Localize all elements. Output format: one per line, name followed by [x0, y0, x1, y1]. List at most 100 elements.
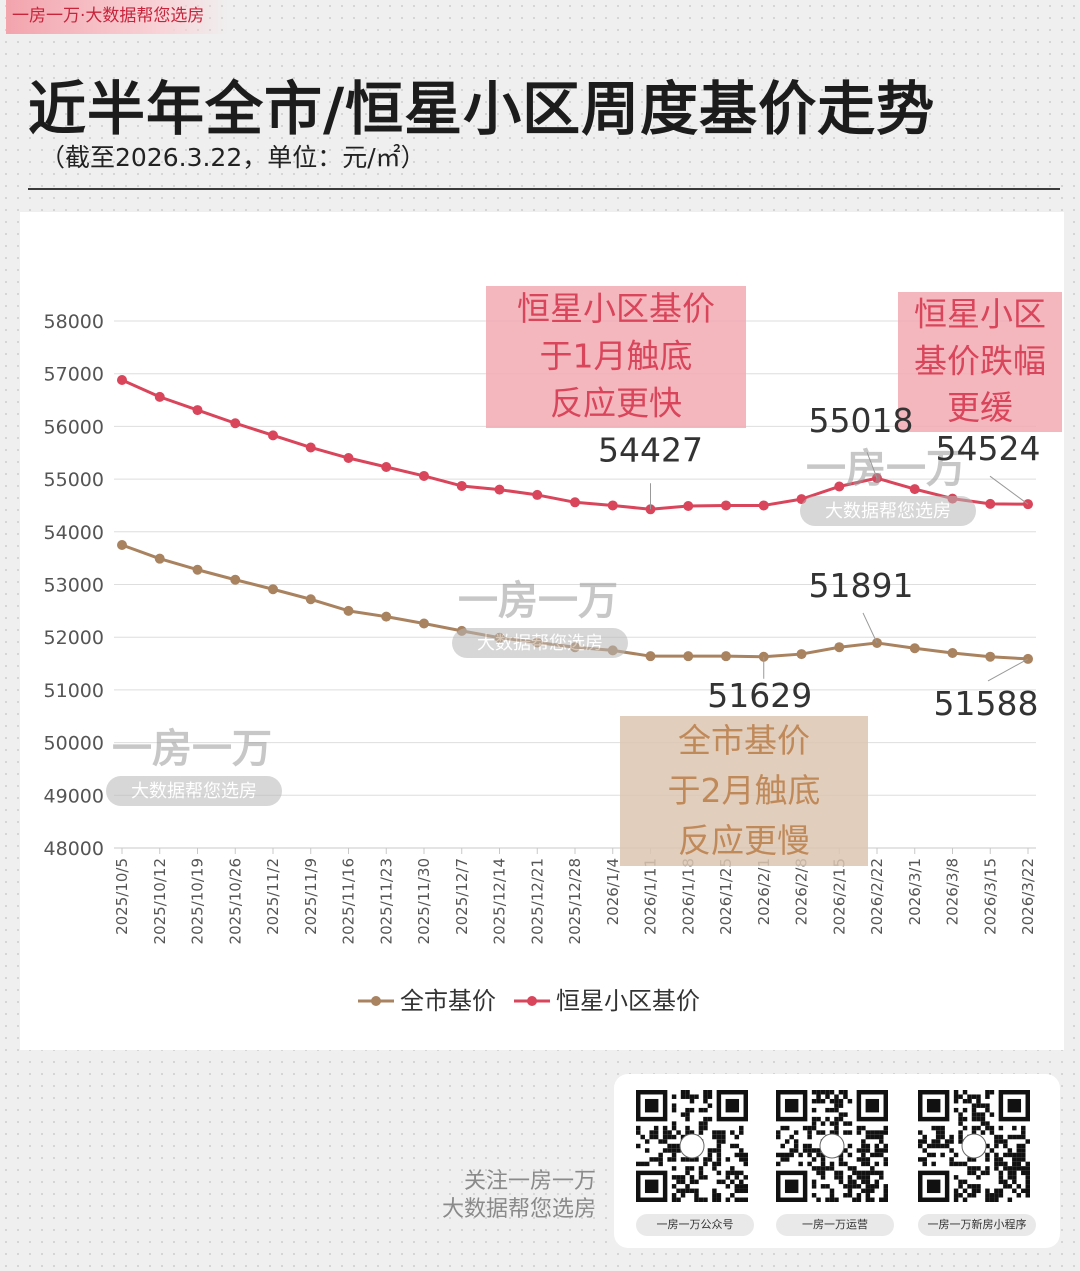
watermark-brand: 一房一万 [806, 446, 966, 492]
data-point [192, 564, 203, 575]
x-axis-ticks: 2025/10/5 2025/10/12 2025/10/19 2025/10/26 2… [113, 848, 1037, 944]
annotation-background [898, 292, 1062, 432]
data-point [419, 470, 429, 481]
watermark-pill [800, 496, 976, 526]
data-label: 54427 [598, 430, 703, 469]
x-tick-label: 2026/2/1 [755, 858, 773, 925]
data-point [834, 481, 845, 492]
y-tick-label: 49000 [44, 785, 104, 807]
data-point [117, 539, 127, 550]
data-point [381, 611, 392, 622]
annotation-text: 恒星小区基价 [517, 289, 715, 328]
qr-official-account[interactable]: 一房一万公众号 [636, 1090, 754, 1236]
data-label: 55018 [809, 401, 914, 440]
x-tick-label: 2025/12/21 [528, 858, 546, 944]
annotation-text: 基价跌幅 [914, 341, 1046, 380]
y-tick-label: 54000 [44, 522, 104, 544]
data-label: 51588 [934, 684, 1039, 723]
x-tick-label: 2025/11/9 [302, 858, 320, 935]
data-point [268, 584, 278, 595]
data-point [872, 637, 882, 648]
data-point [305, 442, 316, 453]
x-tick-label: 2025/11/2 [264, 858, 282, 935]
line-chart: 48000 49000 50000 51000 52000 53000 54000 55000… [44, 286, 1062, 1015]
x-tick-label: 2026/3/22 [1019, 858, 1037, 935]
annotation-text: 更缓 [947, 388, 1013, 427]
annotation-text: 于2月触底 [668, 771, 821, 810]
qr-caption: 一房一万新房小程序 [918, 1214, 1036, 1236]
data-point [419, 618, 429, 629]
legend-marker [527, 996, 537, 1006]
data-point [909, 484, 920, 495]
data-point [796, 649, 807, 660]
qr-code-icon [636, 1090, 748, 1202]
x-tick-label: 2025/11/16 [340, 858, 358, 944]
legend-label: 全市基价 [400, 987, 496, 1015]
watermark-pill [106, 776, 282, 806]
watermark-brand: 一房一万 [458, 578, 618, 624]
legend: 全市基价 恒星小区基价 [358, 987, 700, 1015]
follow-line-2: 大数据帮您选房 [441, 1197, 596, 1222]
data-point [154, 391, 165, 402]
data-point [758, 500, 769, 511]
data-point [683, 500, 694, 511]
x-tick-label: 2025/11/30 [415, 858, 433, 944]
data-point [117, 375, 127, 386]
follow-text: 关注一房一万 大数据帮您选房 [442, 1168, 596, 1224]
x-tick-label: 2026/3/15 [981, 858, 999, 935]
data-point [343, 453, 354, 464]
y-tick-label: 58000 [44, 311, 104, 333]
data-label: 51891 [809, 566, 914, 605]
data-point [607, 500, 618, 511]
y-tick-label: 57000 [44, 364, 104, 386]
label-leader [866, 451, 878, 479]
data-point [721, 651, 731, 662]
x-tick-label: 2025/10/26 [226, 858, 244, 944]
data-point [532, 489, 543, 500]
qr-mini-program[interactable]: 一房一万新房小程序 [918, 1090, 1036, 1236]
x-tick-label: 2026/1/11 [642, 858, 660, 935]
qr-operations[interactable]: 一房一万运营 [776, 1090, 894, 1236]
annotation-text: 反应更慢 [678, 821, 810, 860]
annotation-background [486, 286, 746, 428]
watermark-slogan: 大数据帮您选房 [477, 633, 603, 654]
legend-marker [371, 996, 381, 1006]
qr-pattern [776, 1090, 888, 1202]
follow-line-1: 关注一房一万 [463, 1169, 596, 1194]
annotation-background [620, 716, 868, 866]
data-labels: 54427 55018 54524 51629 51891 51588 [598, 401, 1040, 723]
legend-item: 恒星小区基价 [514, 987, 700, 1015]
qr-code-icon [776, 1090, 888, 1202]
label-leader [987, 658, 1029, 682]
x-tick-label: 2025/12/14 [491, 858, 509, 944]
x-tick-label: 2025/10/5 [113, 858, 131, 935]
x-tick-label: 2025/11/23 [377, 858, 395, 944]
qr-card: 一房一万公众号 一房一万运营 一房一万新房小程序 [614, 1074, 1060, 1248]
data-point [381, 461, 392, 472]
y-tick-label: 52000 [44, 627, 104, 649]
y-tick-label: 53000 [44, 575, 104, 597]
qr-code-icon [918, 1090, 1030, 1202]
y-tick-label: 48000 [44, 838, 104, 860]
x-tick-label: 2026/1/18 [679, 858, 697, 935]
label-leader [862, 612, 878, 644]
x-tick-label: 2026/3/1 [906, 858, 924, 925]
legend-label: 恒星小区基价 [556, 987, 700, 1015]
x-tick-label: 2026/2/8 [793, 858, 811, 925]
data-point [456, 480, 467, 491]
data-point [985, 651, 996, 662]
annotation-text: 反应更快 [550, 384, 682, 423]
y-tick-label: 55000 [44, 469, 104, 491]
x-tick-label: 2025/10/19 [189, 858, 207, 944]
page-title: 近半年全市/恒星小区周度基价走势 [28, 75, 936, 143]
data-point [570, 497, 580, 508]
x-tick-label: 2025/12/7 [453, 858, 471, 935]
page-subtitle: （截至2026.3.22，单位：元/㎡） [40, 143, 426, 172]
